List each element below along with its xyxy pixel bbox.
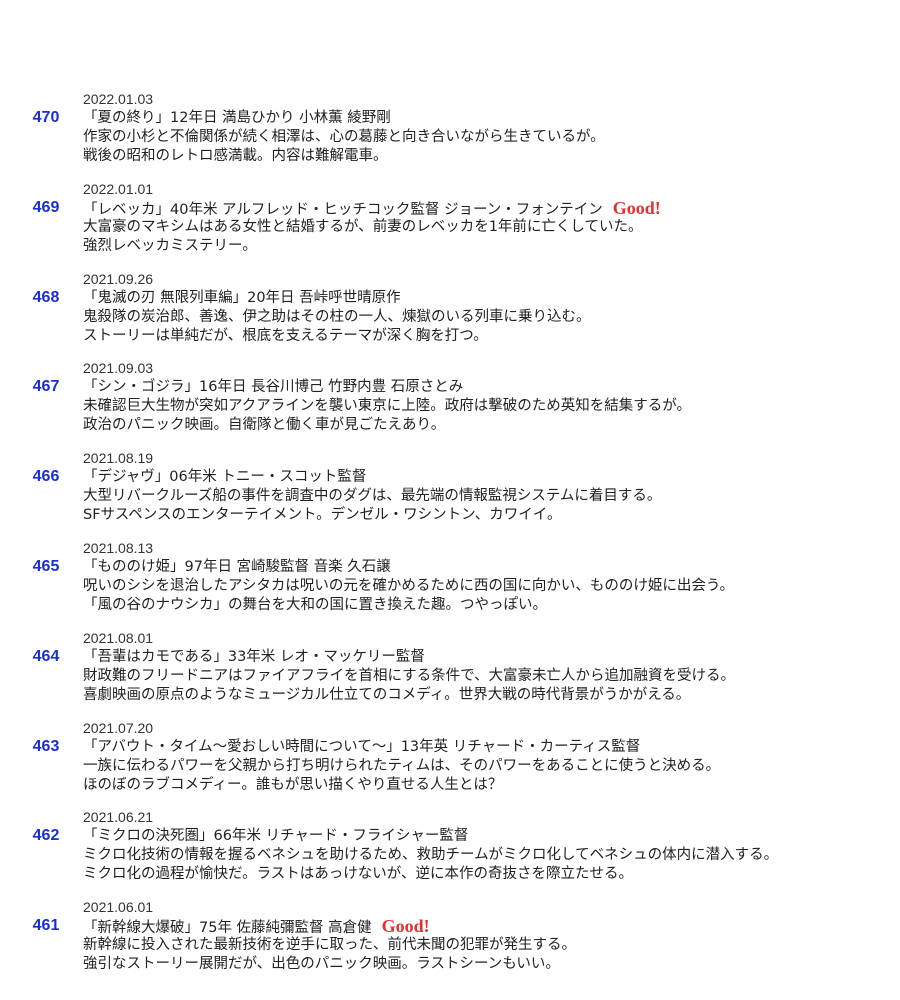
description-line: ミクロ化の過程が愉快だ。ラストはあっけないが、逆に本作の奇抜さを際立たせる。	[83, 866, 633, 883]
entry-number: 463	[32, 737, 60, 755]
entry-date: 2021.07.20	[83, 719, 154, 736]
description-line: 新幹線に投入された最新技術を逆手に取った、前代未聞の犯罪が発生する。	[83, 937, 576, 954]
entry-date: 2021.08.01	[83, 629, 154, 646]
entry-date: 2021.09.03	[83, 360, 154, 377]
title-text: 「ミクロの決死圏」66年米 リチャード・フライシャー監督	[83, 828, 469, 845]
entry-date: 2022.01.01	[83, 180, 154, 197]
description-line: 喜劇映画の原点のようなミュージカル仕立てのコメディ。世界大戦の時代背景がうかがえ…	[83, 686, 691, 703]
title-text: 「夏の終り」12年日 満島ひかり 小林薫 綾野剛	[83, 110, 391, 126]
description-line: 呪いのシシを退治したアシタカは呪いの元を確かめるために西の国に向かい、もののけ姫…	[83, 578, 735, 594]
description-line: 鬼殺隊の炭治郎、善逸、伊之助はその柱の一人、煉獄のいる列車に乗り込む。	[83, 308, 591, 325]
entry-title: 「夏の終り」12年日 満島ひかり 小林薫 綾野剛	[83, 109, 391, 128]
description-line: ミクロ化技術の情報を握るベネシュを助けるため、救助チームがミクロ化してベネシュの…	[83, 847, 779, 864]
description-line: 未確認巨大生物が突如アクアラインを襲い東京に上陸。政府は撃破のため英知を結集する…	[83, 398, 691, 415]
good-badge: Good!	[381, 916, 430, 937]
entry: 470 2022.01.03 「夏の終り」12年日 満島ひかり 小林薫 綾野剛作家の…	[0, 90, 900, 170]
entry: 465 2021.08.13 「もののけ姫」97年日 宮崎駿監督 音楽 久石譲呪いの…	[0, 539, 900, 619]
entry-date: 2022.01.03	[83, 91, 154, 107]
description-line: 強烈レベッカミステリー。	[83, 237, 257, 254]
description-line: 「風の谷のナウシカ」の舞台を大和の国に置き換えた趣。つやっぽい。	[83, 597, 547, 613]
entry: 468 2021.09.26 「鬼滅の刃 無限列車編」20年日 吾峠呼世晴原作鬼殺隊…	[0, 270, 900, 350]
description-line: ほのぼのラブコメディー。誰もが思い描くやり直せる人生とは？	[83, 776, 503, 793]
entry-number: 470	[32, 109, 60, 126]
entry-date: 2021.08.13	[83, 540, 154, 556]
entry: 464 2021.08.01 「吾輩はカモである」33年米 レオ・マッケリー監督財政…	[0, 629, 900, 709]
entry-number: 466	[32, 468, 60, 486]
entry-title: 「ミクロの決死圏」66年米 リチャード・フライシャー監督	[83, 827, 468, 846]
entry-title: 「アバウト・タイム～愛おしい時間について～」13年英 リチャード・カーティス監督	[83, 738, 640, 757]
entry-title: 「鬼滅の刃 無限列車編」20年日 吾峠呼世晴原作	[83, 289, 401, 308]
entry-number: 461	[32, 917, 60, 935]
entry-date: 2021.09.26	[83, 270, 154, 287]
entry-title: 「シン・ゴジラ」16年日 長谷川博己 竹野内豊 石原さとみ	[83, 378, 463, 397]
entry-title: 「レベッカ」40年米 アルフレッド・ヒッチコック監督 ジョーン・フォンテイン Go…	[83, 197, 661, 220]
description-line: 一族に伝わるパワーを父親から打ち明けられたティムは、そのパワーをあることに使うと…	[83, 757, 721, 774]
entry-number: 467	[32, 378, 60, 396]
title-text: 「レベッカ」40年米 アルフレッド・ヒッチコック監督 ジョーン・フォンテイン	[83, 201, 603, 218]
entry-title: 「デジャヴ」06年米 トニー・スコット監督	[83, 468, 366, 487]
entry: 467 2021.09.03 「シン・ゴジラ」16年日 長谷川博己 竹野内豊 石原さ…	[0, 359, 900, 439]
description-line: SFサスペンスのエンターテイメント。デンゼル・ワシントン、カワイイ。	[83, 507, 562, 524]
description-line: 政治のパニック映画。自衛隊と働く車が見ごたえあり。	[83, 417, 446, 434]
description-line: 大富豪のマキシムはある女性と結婚するが、前妻のレベッカを1年前に亡くしていた。	[83, 218, 643, 235]
entry-title: 「新幹線大爆破」75年 佐藤純彌監督 高倉健 Good!	[83, 917, 430, 938]
entry: 466 2021.08.19 「デジャヴ」06年米 トニー・スコット監督大型リバーク…	[0, 449, 900, 529]
entry: 463 2021.07.20 「アバウト・タイム～愛おしい時間について～」13年英 …	[0, 719, 900, 799]
description-line: 大型リバークルーズ船の事件を調査中のダグは、最先端の情報監視システムに着目する。	[83, 488, 662, 505]
good-badge: Good!	[612, 197, 661, 218]
title-text: 「もののけ姫」97年日 宮崎駿監督 音楽 久石譲	[83, 559, 391, 575]
title-text: 「デジャヴ」06年米 トニー・スコット監督	[83, 469, 367, 486]
entry-title: 「もののけ姫」97年日 宮崎駿監督 音楽 久石譲	[83, 558, 391, 577]
description-line: 作家の小杉と不倫関係が続く相澤は、心の葛藤と向き合いながら生きているが。	[83, 129, 605, 145]
entry-title: 「吾輩はカモである」33年米 レオ・マッケリー監督	[83, 648, 425, 667]
description-line: 財政難のフリードニアはファイアフライを首相にする条件で、大富豪未亡人から追加融資…	[83, 667, 736, 684]
title-text: 「新幹線大爆破」75年 佐藤純彌監督 高倉健	[83, 920, 372, 937]
description-line: 強引なストーリー展開だが、出色のパニック映画。ラストシーンもいい。	[83, 956, 560, 973]
entry: 469 2022.01.01 「レベッカ」40年米 アルフレッド・ヒッチコック監督 …	[0, 180, 900, 260]
title-text: 「鬼滅の刃 無限列車編」20年日 吾峠呼世晴原作	[83, 289, 401, 306]
entry: 461 2021.06.01 「新幹線大爆破」75年 佐藤純彌監督 高倉健 Good!…	[0, 898, 900, 978]
title-text: 「シン・ゴジラ」16年日 長谷川博己 竹野内豊 石原さとみ	[83, 379, 464, 396]
description-line: ストーリーは単純だが、根底を支えるテーマが深く胸を打つ。	[83, 327, 488, 344]
entry-date: 2021.06.01	[83, 899, 154, 916]
entry: 462 2021.06.21 「ミクロの決死圏」66年米 リチャード・フライシャー監…	[0, 808, 900, 888]
description-line: 戦後の昭和のレトロ感満載。内容は難解電車。	[83, 148, 388, 164]
entry-number: 465	[32, 558, 60, 575]
entry-number: 469	[32, 198, 60, 216]
entry-number: 468	[32, 288, 60, 306]
entry-number: 462	[32, 827, 60, 845]
entry-date: 2021.08.19	[83, 450, 154, 467]
title-text: 「吾輩はカモである」33年米 レオ・マッケリー監督	[83, 648, 425, 665]
entry-date: 2021.06.21	[83, 809, 154, 826]
title-text: 「アバウト・タイム～愛おしい時間について～」13年英 リチャード・カーティス監督	[83, 738, 641, 755]
entry-number: 464	[32, 647, 60, 665]
